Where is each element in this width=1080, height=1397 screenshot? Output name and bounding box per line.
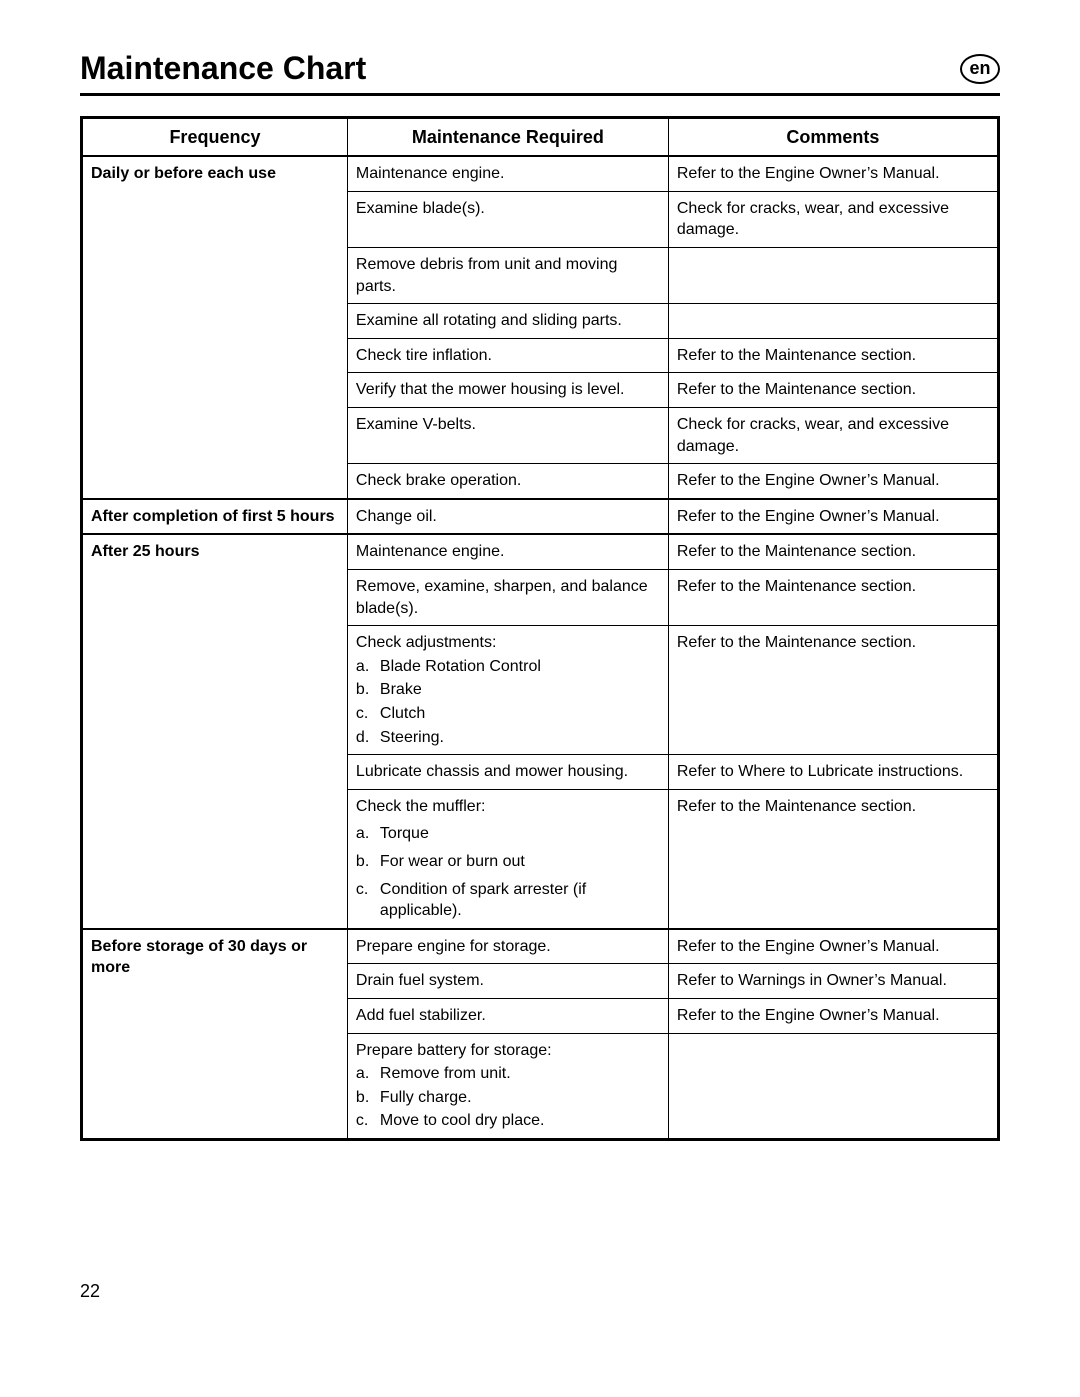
maintenance-table: Frequency Maintenance Required Comments … xyxy=(80,116,1000,1141)
comments-cell: Refer to the Maintenance section. xyxy=(668,626,998,755)
table-row: Daily or before each useMaintenance engi… xyxy=(82,156,999,191)
maintenance-cell: Prepare battery for storage:a.Remove fro… xyxy=(347,1033,668,1139)
page-number: 22 xyxy=(80,1281,1000,1302)
comments-cell: Refer to the Engine Owner’s Manual. xyxy=(668,998,998,1033)
comments-cell xyxy=(668,304,998,339)
sublist-item: b.For wear or burn out xyxy=(356,851,660,873)
maintenance-cell: Maintenance engine. xyxy=(347,156,668,191)
column-header-comments: Comments xyxy=(668,118,998,157)
maintenance-cell: Examine all rotating and sliding parts. xyxy=(347,304,668,339)
table-row: After 25 hoursMaintenance engine.Refer t… xyxy=(82,534,999,569)
page-header: Maintenance Chart en xyxy=(80,50,1000,96)
sublist-item: a.Blade Rotation Control xyxy=(356,656,660,678)
sublist-item: c.Clutch xyxy=(356,703,660,725)
comments-cell xyxy=(668,248,998,304)
maintenance-cell: Check the muffler:a.Torqueb.For wear or … xyxy=(347,789,668,928)
maintenance-cell: Check tire inflation. xyxy=(347,338,668,373)
frequency-cell: After completion of first 5 hours xyxy=(82,499,348,535)
page-title: Maintenance Chart xyxy=(80,50,366,87)
comments-cell: Refer to Where to Lubricate instructions… xyxy=(668,755,998,790)
comments-cell: Refer to the Maintenance section. xyxy=(668,373,998,408)
comments-cell: Refer to the Engine Owner’s Manual. xyxy=(668,499,998,535)
comments-cell xyxy=(668,1033,998,1139)
maintenance-cell: Verify that the mower housing is level. xyxy=(347,373,668,408)
table-row: After completion of first 5 hoursChange … xyxy=(82,499,999,535)
sublist-item: c.Move to cool dry place. xyxy=(356,1110,660,1132)
language-badge: en xyxy=(960,54,1000,84)
table-header-row: Frequency Maintenance Required Comments xyxy=(82,118,999,157)
sublist: a.Torque b.For wear or burn out c.Conditio… xyxy=(356,823,660,921)
sublist-item: b.Brake xyxy=(356,679,660,701)
table-row: Before storage of 30 days or morePrepare… xyxy=(82,929,999,964)
maintenance-cell: Drain fuel system. xyxy=(347,964,668,999)
maintenance-cell: Examine blade(s). xyxy=(347,191,668,247)
sublist-item: a.Remove from unit. xyxy=(356,1063,660,1085)
comments-cell: Check for cracks, wear, and excessive da… xyxy=(668,408,998,464)
sublist-item: b.Fully charge. xyxy=(356,1087,660,1109)
comments-cell: Refer to the Maintenance section. xyxy=(668,789,998,928)
comments-cell: Check for cracks, wear, and excessive da… xyxy=(668,191,998,247)
maintenance-cell: Change oil. xyxy=(347,499,668,535)
maintenance-cell: Check brake operation. xyxy=(347,464,668,499)
sublist-item: a.Torque xyxy=(356,823,660,845)
comments-cell: Refer to the Maintenance section. xyxy=(668,570,998,626)
maintenance-cell: Maintenance engine. xyxy=(347,534,668,569)
sublist: a.Remove from unit.b.Fully charge.c.Move… xyxy=(356,1063,660,1132)
maintenance-cell: Lubricate chassis and mower housing. xyxy=(347,755,668,790)
sublist: a.Blade Rotation Controlb.Brakec.Clutchd… xyxy=(356,656,660,748)
column-header-frequency: Frequency xyxy=(82,118,348,157)
comments-cell: Refer to the Maintenance section. xyxy=(668,338,998,373)
comments-cell: Refer to Warnings in Owner’s Manual. xyxy=(668,964,998,999)
comments-cell: Refer to the Engine Owner’s Manual. xyxy=(668,464,998,499)
maintenance-cell: Remove debris from unit and moving parts… xyxy=(347,248,668,304)
maintenance-cell: Examine V-belts. xyxy=(347,408,668,464)
frequency-cell: After 25 hours xyxy=(82,534,348,928)
maintenance-cell: Check adjustments:a.Blade Rotation Contr… xyxy=(347,626,668,755)
maintenance-cell: Add fuel stabilizer. xyxy=(347,998,668,1033)
sublist-item: c.Condition of spark arrester (if applic… xyxy=(356,879,660,922)
frequency-cell: Before storage of 30 days or more xyxy=(82,929,348,1140)
maintenance-cell: Remove, examine, sharpen, and balance bl… xyxy=(347,570,668,626)
comments-cell: Refer to the Engine Owner’s Manual. xyxy=(668,156,998,191)
comments-cell: Refer to the Engine Owner’s Manual. xyxy=(668,929,998,964)
comments-cell: Refer to the Maintenance section. xyxy=(668,534,998,569)
sublist-item: d.Steering. xyxy=(356,727,660,749)
maintenance-cell: Prepare engine for storage. xyxy=(347,929,668,964)
column-header-maintenance: Maintenance Required xyxy=(347,118,668,157)
frequency-cell: Daily or before each use xyxy=(82,156,348,499)
